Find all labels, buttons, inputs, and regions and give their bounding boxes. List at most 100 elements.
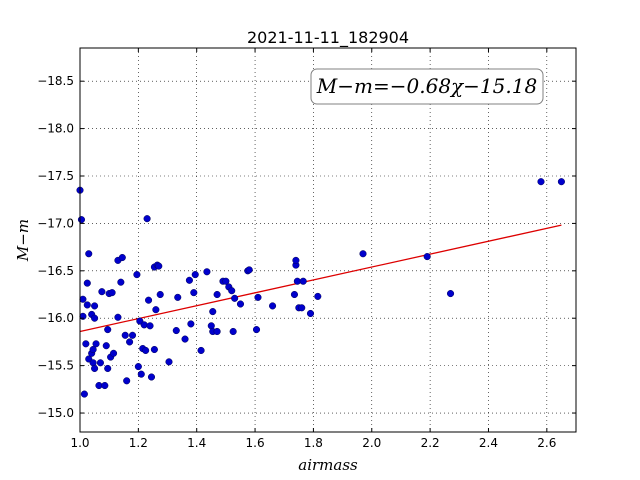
equation-box: M−m=−0.68χ−15.18: [310, 68, 544, 105]
data-point: [245, 266, 253, 274]
x-tick-label: 2.2: [421, 436, 440, 450]
data-point: [213, 327, 221, 336]
data-point: [150, 345, 158, 354]
data-point: [190, 289, 198, 297]
data-point: [114, 313, 122, 321]
data-point: [228, 287, 236, 295]
y-tick-label: −15.0: [37, 406, 74, 420]
x-tick-label: 1.2: [129, 436, 148, 450]
y-tick-label: −15.5: [37, 359, 74, 373]
data-point: [146, 322, 154, 330]
data-point: [197, 346, 205, 355]
data-point: [191, 271, 199, 279]
fit-line: [79, 224, 562, 333]
data-point: [172, 326, 180, 335]
data-point: [209, 308, 217, 316]
y-tick-label: −16.0: [37, 311, 74, 325]
data-point: [231, 294, 239, 302]
data-point: [292, 256, 300, 264]
data-point: [557, 178, 565, 186]
x-tick-label: 1.6: [246, 436, 265, 450]
data-point: [143, 215, 151, 223]
data-point: [174, 293, 182, 301]
data-point: [269, 302, 277, 310]
data-point: [537, 178, 545, 186]
data-point: [359, 250, 367, 258]
data-point: [102, 342, 110, 350]
data-point: [91, 314, 99, 322]
data-point: [83, 279, 91, 287]
data-point: [123, 377, 131, 385]
data-point: [98, 288, 106, 296]
x-tick-label: 2.0: [362, 436, 381, 450]
data-point: [128, 331, 137, 339]
data-point: [134, 363, 142, 371]
data-point: [91, 364, 99, 373]
data-point: [187, 320, 195, 328]
data-point: [298, 304, 306, 312]
fit-layer: [79, 224, 562, 333]
data-point: [83, 301, 91, 309]
data-point: [79, 295, 87, 303]
data-point: [101, 381, 109, 390]
data-point: [82, 340, 90, 348]
data-point: [152, 306, 160, 314]
data-point: [142, 346, 150, 355]
plot-frame: [79, 47, 577, 433]
data-point: [110, 349, 118, 357]
data-point: [121, 331, 129, 339]
data-point: [203, 268, 211, 276]
points-layer: [76, 178, 565, 398]
data-point: [446, 290, 455, 298]
data-point: [252, 326, 261, 334]
data-point: [80, 390, 88, 398]
equation-box-frame: [310, 68, 544, 105]
data-point: [85, 250, 93, 258]
chart-title: 2021-11-11_182904: [247, 28, 409, 48]
data-point: [104, 326, 112, 334]
x-tick-label: 2.4: [479, 436, 498, 450]
y-tick-label: −18.0: [37, 122, 74, 136]
x-ticks: 1.0 1.2 1.4 1.6 1.8 2.0 2.2 2.4 2.6: [70, 48, 556, 450]
y-tick-label: −16.5: [37, 264, 74, 278]
data-point: [299, 277, 307, 285]
data-point: [165, 358, 173, 366]
data-point: [236, 300, 245, 308]
data-point: [118, 253, 126, 262]
data-point: [222, 277, 230, 285]
equation-text: M−m=−0.68χ−15.18: [316, 74, 537, 98]
x-axis-label: airmass: [298, 456, 358, 474]
data-point: [147, 373, 156, 381]
data-point: [213, 290, 221, 299]
data-point: [137, 370, 145, 378]
data-point: [156, 290, 164, 299]
data-point: [229, 327, 237, 336]
y-axis-label: M−m: [14, 219, 32, 262]
data-point: [133, 271, 141, 279]
x-tick-label: 1.8: [304, 436, 323, 450]
x-tick-label: 1.0: [70, 436, 89, 450]
x-tick-label: 2.6: [537, 436, 556, 450]
data-point: [77, 216, 86, 224]
y-tick-label: −18.5: [37, 74, 74, 88]
data-point: [117, 278, 125, 286]
y-tick-label: −17.5: [37, 169, 74, 183]
data-point: [290, 290, 298, 299]
data-point: [181, 335, 189, 343]
data-point: [96, 359, 104, 367]
data-point: [104, 364, 112, 373]
data-point: [155, 262, 163, 270]
data-point: [185, 276, 193, 284]
data-point: [254, 293, 262, 301]
data-point: [92, 340, 100, 348]
y-ticks: −15.0 −15.5 −16.0 −16.5 −17.0 −17.5 −18.0 −18.5: [37, 74, 576, 420]
data-point: [140, 321, 148, 329]
data-point: [423, 253, 431, 261]
data-point: [108, 289, 116, 297]
data-point: [314, 292, 322, 300]
data-point: [126, 338, 134, 346]
x-tick-label: 1.4: [187, 436, 206, 450]
data-point: [89, 345, 97, 354]
y-tick-label: −17.0: [37, 216, 74, 230]
